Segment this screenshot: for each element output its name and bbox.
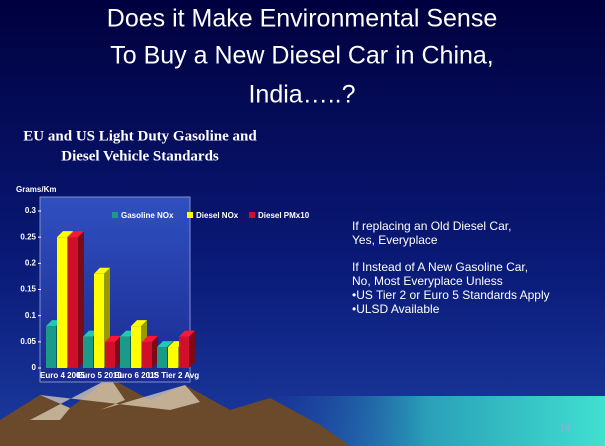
y-tick-label: 0 [32,363,37,372]
title-line: Does it Make Environmental Sense [107,5,497,33]
bar [131,326,141,368]
y-tick-label: 0.3 [25,206,37,215]
page-number: 14 [560,422,570,432]
note: •ULSD Available [352,302,440,316]
bar [142,342,152,368]
legend-swatch [187,212,193,218]
legend-swatch [112,212,118,218]
y-tick-label: 0.2 [25,258,37,267]
slide: Does it Make Environmental Sense To Buy … [0,0,605,446]
bar [105,342,115,368]
bar-side [189,331,195,368]
y-tick-label: 0.15 [20,285,36,294]
legend-swatch [249,212,255,218]
bar [83,337,93,368]
y-tick-label: 0.05 [20,337,36,346]
title-line: To Buy a New Diesel Car in China, [110,42,494,70]
legend-label: Diesel PMx10 [258,211,310,220]
note: No, Most Everyplace Unless [352,274,503,288]
legend-label: Diesel NOx [196,211,239,220]
bar [46,326,56,368]
note: If replacing an Old Diesel Car, [352,219,511,233]
bar [94,274,104,368]
bar [57,237,67,368]
y-tick-label: 0.25 [20,232,36,241]
title-line: India…..? [248,81,355,109]
chart-title-line: Diesel Vehicle Standards [61,148,219,164]
bar [157,347,167,368]
bar [168,347,178,368]
legend-label: Gasoline NOx [121,211,174,220]
chart-title-line: EU and US Light Duty Gasoline and [23,128,257,144]
note: •US Tier 2 or Euro 5 Standards Apply [352,288,550,302]
bar [68,237,78,368]
y-tick-label: 0.1 [25,311,37,320]
bar [179,337,189,368]
x-tick-label: US Tier 2 Avg [148,371,199,380]
y-axis-label: Grams/Km [16,185,56,194]
note: If Instead of A New Gasoline Car, [352,260,528,274]
note: Yes, Everyplace [352,233,438,247]
bar [120,337,130,368]
